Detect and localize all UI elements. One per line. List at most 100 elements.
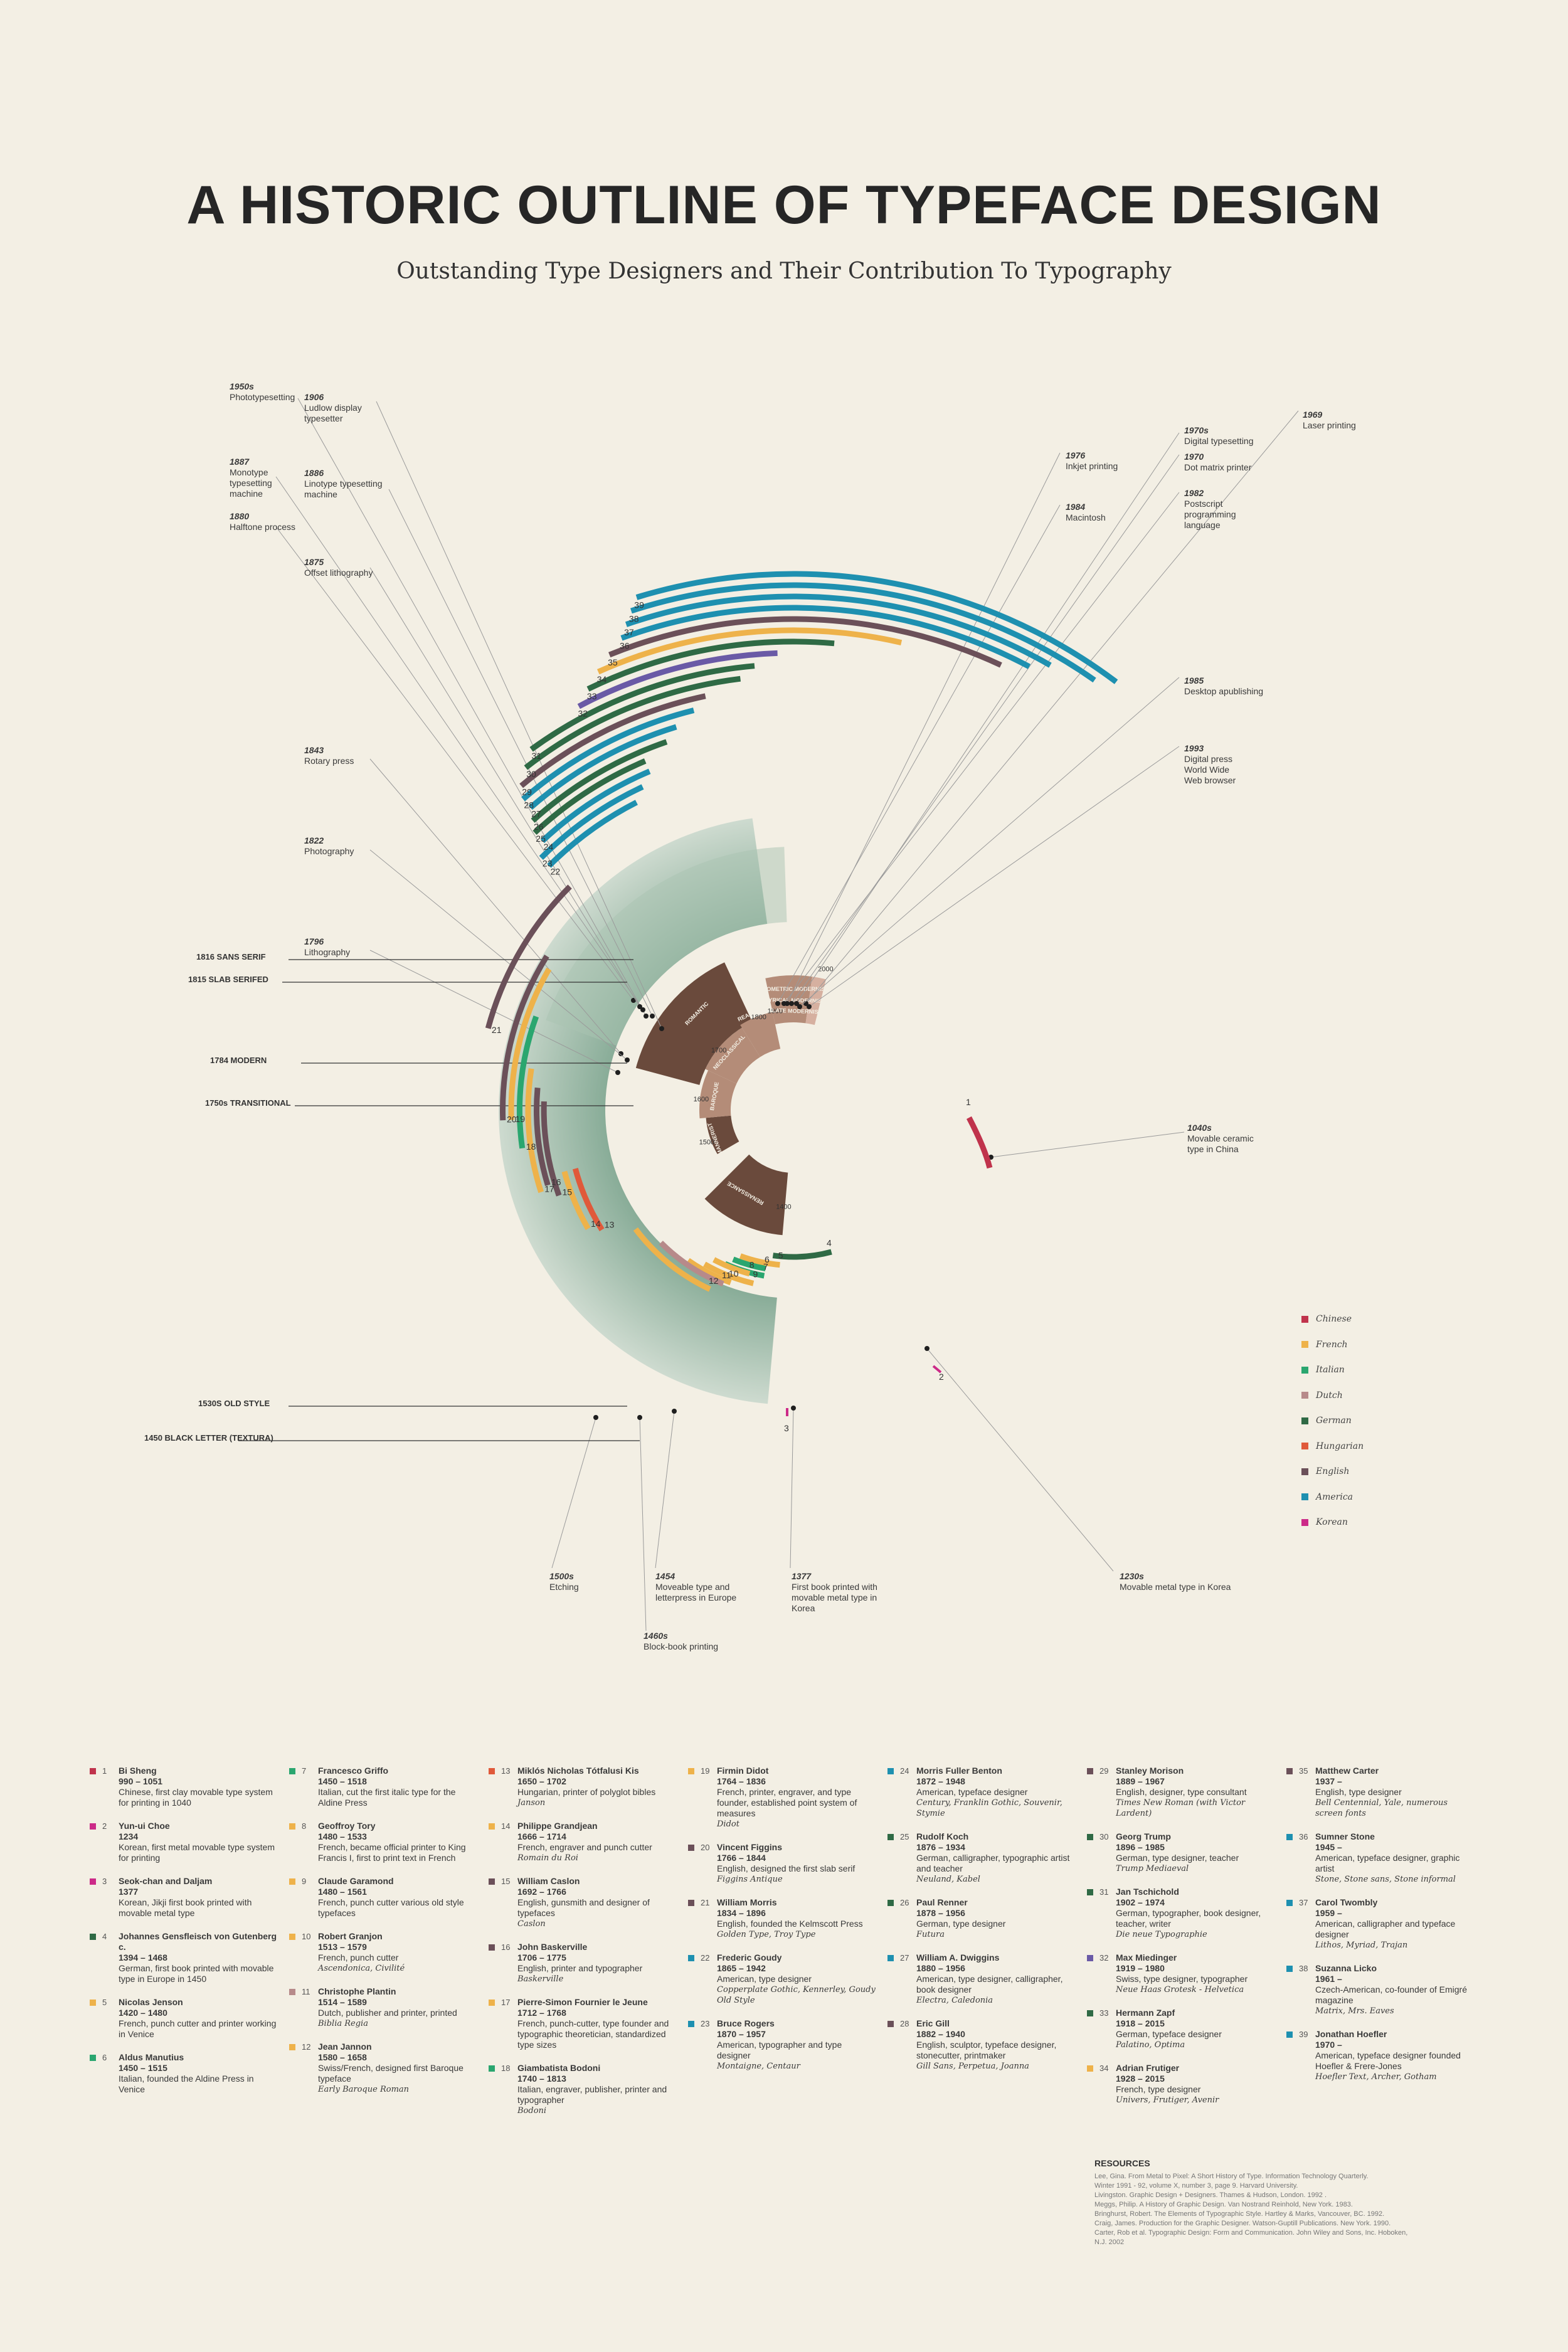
designer-number-23: 23	[543, 859, 553, 869]
designer-description: American, type designer, calligrapher, b…	[916, 1974, 1063, 1994]
event-dot	[640, 1007, 645, 1012]
designer-name: Pierre-Simon Fournier le Jeune	[517, 1997, 648, 2007]
nationality-swatch	[489, 1944, 495, 1951]
resource-line: Meggs, Philip. A History of Graphic Desi…	[1094, 2201, 1353, 2208]
designer-description: American, typeface designer	[916, 1787, 1028, 1797]
designer-arc-39	[635, 571, 1118, 684]
designer-dates: 1766 – 1844	[717, 1853, 766, 1863]
designer-dates: 1377	[119, 1887, 139, 1897]
nationality-swatch	[289, 1989, 295, 1995]
style-label-black-letter: 1450 BLACK LETTER (TEXTURA)	[144, 1433, 273, 1443]
designer-dates: 1514 – 1589	[318, 1997, 367, 2007]
designer-dates: 1889 – 1967	[1116, 1776, 1165, 1786]
designer-number-21: 21	[492, 1025, 502, 1035]
nationality-swatch	[1286, 1966, 1293, 1972]
designer-entry-15: 15 William Caslon 1692 – 1766 English, guns…	[489, 1876, 677, 1929]
designer-description: Italian, engraver, publisher, printer an…	[517, 2084, 667, 2105]
event-dot	[794, 1001, 799, 1006]
designer-name: Matthew Carter	[1315, 1766, 1379, 1776]
designer-dates: 1945 –	[1315, 1842, 1342, 1852]
designer-dates: 1740 – 1813	[517, 2074, 566, 2084]
leader-line	[369, 758, 622, 1054]
nationality-swatch	[489, 1823, 495, 1830]
designer-description: American, typeface designer founded Hoef…	[1315, 2050, 1461, 2071]
year-tick-label: 1700	[711, 1047, 726, 1054]
nationality-swatch	[1087, 1955, 1093, 1961]
year-tick-label: 1900	[768, 1008, 783, 1015]
designer-name: Geoffroy Tory	[318, 1821, 376, 1831]
leader-lines	[238, 398, 1299, 1631]
annotation-lithography: 1796 Lithography	[304, 936, 351, 957]
designer-number-39: 39	[634, 600, 644, 610]
designer-number: 32	[1099, 1953, 1109, 1963]
nationality-swatch	[688, 1900, 694, 1906]
designer-number: 20	[701, 1843, 710, 1852]
resource-line: Craig, James. Production for the Graphic…	[1094, 2220, 1391, 2227]
designer-name: William A. Dwiggins	[916, 1952, 1000, 1963]
leader-line	[787, 452, 1061, 1004]
event-dot	[618, 1051, 623, 1056]
nationality-swatch	[90, 1878, 96, 1885]
nationality-swatch	[688, 1768, 694, 1774]
legend-label: Korean	[1316, 1517, 1348, 1528]
designer-number: 29	[1099, 1766, 1109, 1776]
resources: RESOURCES Lee, Gina. From Metal to Pixel…	[1094, 2159, 1421, 2247]
designer-description: Korean, Jikji first book printed with mo…	[119, 1897, 252, 1918]
event-dot	[781, 1001, 787, 1006]
designer-description: English, founded the Kelmscott Press	[717, 1919, 863, 1929]
page-subtitle: Outstanding Type Designers and Their Con…	[396, 258, 1172, 284]
designer-number: 10	[302, 1932, 311, 1941]
designer-name: Miklós Nicholas Tótfalusi Kis	[517, 1766, 639, 1776]
designer-description: German, calligrapher, typographic artist…	[916, 1853, 1070, 1873]
year-tick-label: 2000	[818, 965, 833, 973]
designer-entry-33: 33 Hermann Zapf 1918 – 2015 German, typefac…	[1087, 2008, 1275, 2050]
designer-number-32: 32	[578, 709, 588, 719]
annotation-ludlow: 1906 Ludlow display typesetter	[304, 392, 362, 423]
designer-name: Eric Gill	[916, 2018, 950, 2028]
event-dot	[593, 1415, 598, 1420]
designer-dates: 1896 – 1985	[1116, 1842, 1165, 1852]
designer-number-31: 31	[532, 751, 542, 761]
designer-arc-18	[516, 1015, 539, 1149]
designer-arc-4	[772, 1249, 832, 1260]
period-baroque	[699, 1070, 737, 1119]
resource-line: Carter, Rob et al. Typographic Design: F…	[1094, 2229, 1408, 2246]
designer-dates: 1876 – 1934	[916, 1842, 965, 1852]
nationality-swatch	[489, 1878, 495, 1885]
event-dot	[644, 1014, 649, 1019]
designer-dates: 1959 –	[1315, 1908, 1342, 1918]
designer-description: French, type designer	[1116, 2084, 1201, 2094]
designer-entry-8: 8 Geoffroy Tory 1480 – 1533 French, became …	[289, 1821, 477, 1863]
nationality-swatch	[688, 2021, 694, 2027]
leader-line	[799, 677, 1180, 1007]
leader-line	[990, 1131, 1185, 1158]
designer-description: Swiss/French, designed first Baroque typ…	[318, 2063, 464, 2084]
period-renaissance	[704, 1154, 788, 1236]
designer-arc-25	[532, 758, 647, 835]
period-mannerist	[706, 1115, 739, 1154]
designer-entry-21: 21 William Morris 1834 – 1896 English, foun…	[688, 1897, 876, 1940]
annotation-ceramic-type: 1040s Movable ceramic type in China	[1187, 1123, 1254, 1154]
designer-description: English, gunsmith and designer of typefa…	[517, 1897, 650, 1918]
designer-arc-22	[547, 800, 638, 868]
nationality-swatch	[489, 2000, 495, 2006]
legend-swatch	[1301, 1392, 1308, 1399]
annotation-metal-type-korea: 1230s Movable metal type in Korea	[1120, 1571, 1231, 1592]
designer-entry-37: 37 Carol Twombly 1959 – American, calligrap…	[1286, 1897, 1475, 1951]
nationality-swatch	[887, 1900, 894, 1906]
designer-arc-28	[521, 707, 695, 802]
designer-number: 12	[302, 2042, 311, 2052]
directory-column: 35 Matthew Carter 1937 – English, type desi…	[1286, 1766, 1475, 2095]
designer-entry-6: 6 Aldus Manutius 1450 – 1515 Italian, found…	[90, 2052, 278, 2095]
designer-dates: 1420 – 1480	[119, 2008, 167, 2018]
event-dot	[775, 1001, 780, 1006]
designer-arc-15	[541, 1101, 562, 1197]
designer-number: 7	[302, 1766, 307, 1776]
designer-works: Matrix, Mrs. Eaves	[1315, 2006, 1394, 2016]
designer-description: French, punch cutter	[318, 1952, 399, 1963]
designer-name: Seok-chan and Daljam	[119, 1876, 213, 1886]
designer-number-30: 30	[526, 769, 536, 779]
designer-arc-12	[633, 1227, 711, 1292]
event-dot	[615, 1070, 620, 1075]
event-dot	[637, 1415, 642, 1420]
